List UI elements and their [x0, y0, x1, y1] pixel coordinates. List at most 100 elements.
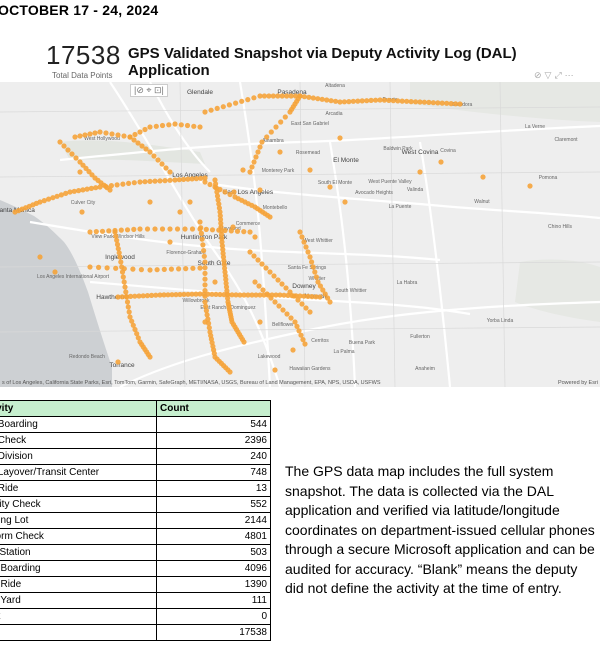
gps-point[interactable]	[65, 147, 71, 153]
gps-point[interactable]	[159, 122, 166, 129]
gps-point[interactable]	[221, 261, 227, 268]
gps-point[interactable]	[297, 293, 303, 299]
gps-point[interactable]	[163, 165, 169, 171]
gps-point[interactable]	[319, 96, 325, 102]
gps-point[interactable]	[299, 301, 305, 307]
gps-point[interactable]	[162, 178, 168, 184]
gps-point[interactable]	[209, 291, 215, 297]
gps-point[interactable]	[173, 292, 179, 298]
gps-point[interactable]	[120, 181, 126, 187]
gps-point[interactable]	[153, 292, 159, 298]
gps-point[interactable]	[142, 126, 148, 133]
gps-point[interactable]	[313, 274, 319, 280]
gps-point[interactable]	[41, 198, 47, 204]
gps-point[interactable]	[305, 293, 311, 299]
gps-point[interactable]	[87, 131, 93, 137]
gps-point[interactable]	[61, 143, 67, 149]
gps-point[interactable]	[216, 205, 222, 211]
gps-point[interactable]	[249, 292, 255, 298]
gps-point[interactable]	[147, 267, 153, 273]
gps-point[interactable]	[288, 315, 294, 321]
gps-point[interactable]	[202, 109, 208, 115]
gps-point[interactable]	[130, 266, 136, 272]
gps-point[interactable]	[219, 235, 225, 241]
gps-point[interactable]	[217, 291, 223, 298]
gps-point[interactable]	[197, 265, 203, 271]
gps-point[interactable]	[176, 266, 182, 272]
gps-point[interactable]	[251, 95, 257, 101]
gps-point[interactable]	[201, 253, 207, 259]
gps-point[interactable]	[132, 131, 138, 138]
pin-icon[interactable]: ⊘	[534, 70, 545, 80]
gps-point[interactable]	[220, 254, 227, 260]
gps-point[interactable]	[241, 292, 247, 298]
gps-point[interactable]	[255, 257, 261, 263]
gps-point[interactable]	[421, 99, 427, 105]
gps-point[interactable]	[132, 293, 138, 299]
gps-point[interactable]	[217, 216, 224, 223]
gps-point[interactable]	[281, 292, 287, 298]
filter-icon[interactable]: ▽	[544, 70, 555, 80]
gps-point[interactable]	[138, 267, 144, 273]
gps-point[interactable]	[270, 93, 276, 99]
gps-point[interactable]	[217, 209, 223, 215]
gps-point[interactable]	[408, 99, 414, 105]
gps-point[interactable]	[307, 167, 313, 173]
gps-point[interactable]	[117, 254, 123, 260]
gps-point[interactable]	[92, 130, 98, 136]
gps-point[interactable]	[417, 169, 423, 175]
gps-point[interactable]	[218, 231, 225, 238]
gps-point[interactable]	[212, 184, 218, 190]
gps-point[interactable]	[178, 122, 184, 128]
gps-point[interactable]	[113, 265, 119, 271]
gps-point[interactable]	[229, 292, 235, 298]
gps-point[interactable]	[37, 254, 43, 260]
gps-point[interactable]	[268, 129, 274, 135]
gps-point[interactable]	[189, 226, 196, 232]
gps-point[interactable]	[386, 97, 392, 103]
gps-point[interactable]	[297, 229, 303, 235]
gps-point[interactable]	[268, 295, 274, 301]
gps-point[interactable]	[104, 265, 110, 271]
gps-point[interactable]	[296, 328, 302, 334]
gps-point[interactable]	[76, 188, 82, 194]
map-canvas[interactable]: GlendalePasadenaAltadenaDuarteGlendoraAr…	[0, 82, 600, 387]
gps-point[interactable]	[226, 102, 232, 108]
gps-point[interactable]	[202, 319, 208, 325]
gps-point[interactable]	[241, 229, 247, 235]
gps-point[interactable]	[381, 97, 387, 103]
gps-point[interactable]	[328, 98, 334, 104]
gps-point[interactable]	[373, 97, 379, 103]
gps-point[interactable]	[115, 246, 121, 252]
gps-point[interactable]	[350, 98, 356, 104]
gps-point[interactable]	[193, 291, 199, 297]
gps-point[interactable]	[303, 244, 309, 250]
gps-point[interactable]	[234, 228, 241, 234]
gps-point[interactable]	[216, 227, 222, 233]
gps-point[interactable]	[127, 314, 133, 320]
gps-point[interactable]	[222, 269, 228, 275]
gps-point[interactable]	[260, 287, 266, 293]
gps-point[interactable]	[309, 259, 315, 265]
gps-point[interactable]	[203, 303, 209, 309]
gps-point[interactable]	[152, 226, 158, 232]
gps-point[interactable]	[288, 93, 294, 99]
gps-point[interactable]	[202, 175, 208, 181]
gps-point[interactable]	[159, 161, 165, 167]
gps-point[interactable]	[154, 267, 160, 273]
gps-point[interactable]	[241, 339, 247, 345]
gps-point[interactable]	[390, 98, 396, 104]
gps-point[interactable]	[266, 93, 272, 99]
gps-point[interactable]	[217, 186, 223, 193]
gps-point[interactable]	[202, 259, 208, 265]
gps-point[interactable]	[312, 269, 318, 275]
gps-point[interactable]	[342, 199, 348, 205]
gps-point[interactable]	[115, 359, 121, 365]
map-controls[interactable]: |⊘ ⌖ ⊡|	[130, 84, 168, 97]
gps-point[interactable]	[93, 185, 99, 191]
gps-point[interactable]	[287, 289, 293, 295]
gps-point[interactable]	[197, 219, 203, 225]
gps-point[interactable]	[305, 249, 311, 255]
gps-point[interactable]	[222, 227, 228, 234]
gps-point[interactable]	[202, 265, 208, 271]
